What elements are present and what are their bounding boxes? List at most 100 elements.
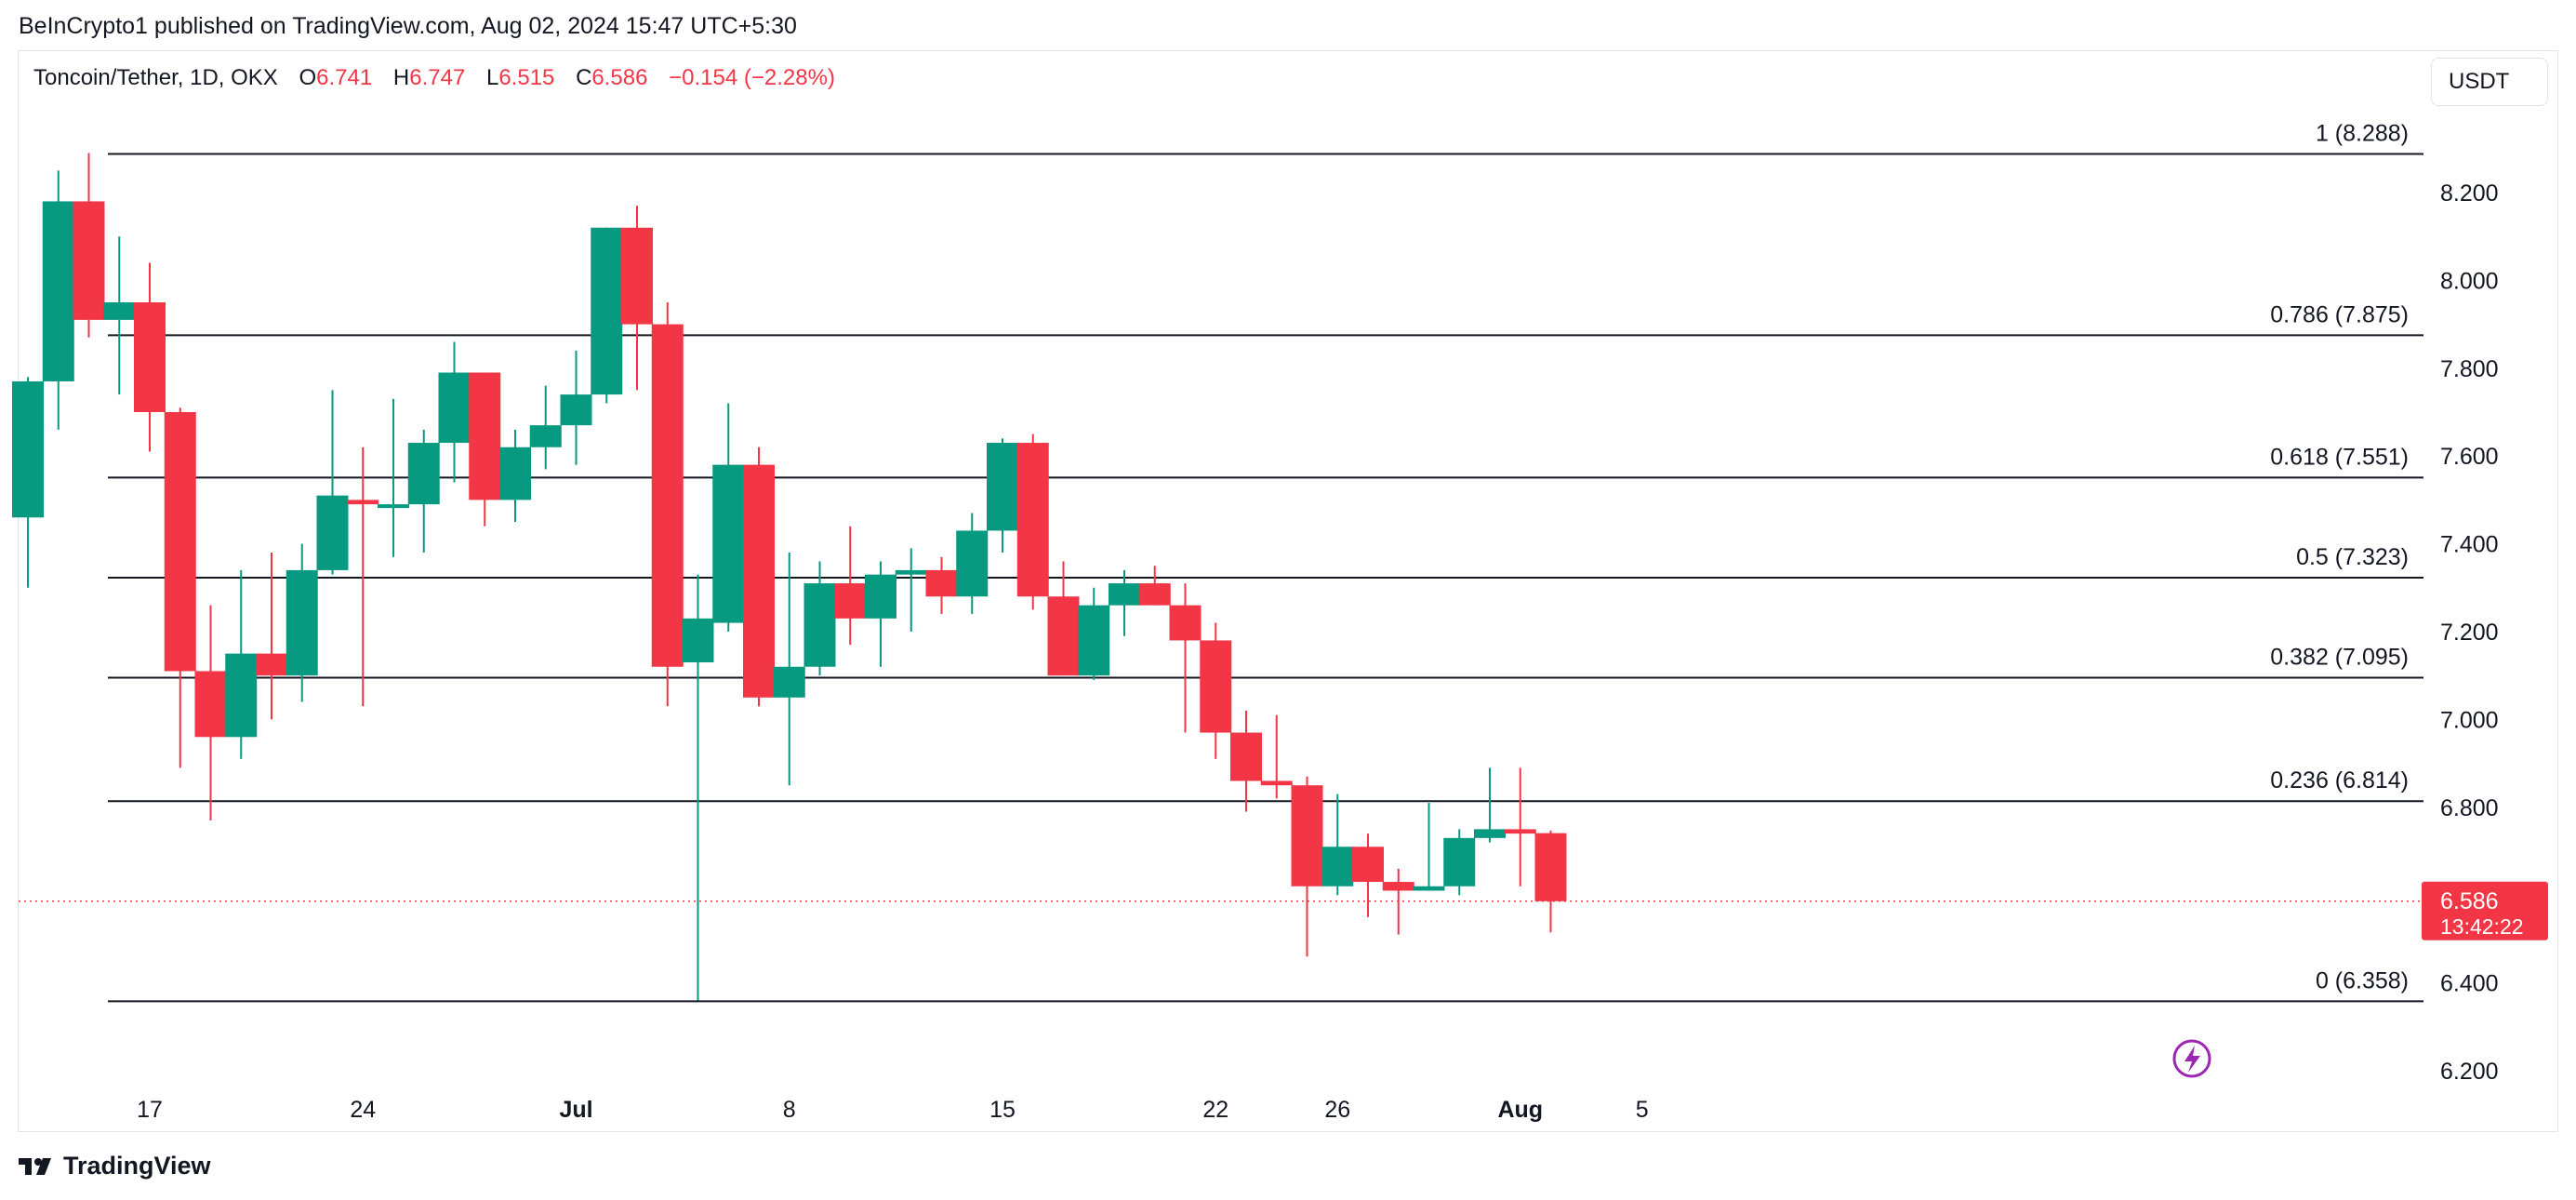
- y-tick-label: 6.400: [2440, 971, 2499, 997]
- fib-label-0: 0 (6.358): [2316, 967, 2409, 993]
- x-tick-label: Jul: [559, 1097, 592, 1123]
- candle-body[interactable]: [712, 464, 745, 623]
- candle-body[interactable]: [773, 666, 805, 698]
- x-tick-label: 15: [989, 1097, 1016, 1123]
- candle-body[interactable]: [103, 302, 136, 320]
- candle-body[interactable]: [560, 394, 592, 426]
- candle-body[interactable]: [682, 618, 714, 663]
- countdown-label: 13:42:22: [2440, 914, 2524, 939]
- candle-body[interactable]: [1413, 886, 1445, 891]
- y-tick-label: 8.200: [2440, 180, 2499, 207]
- y-tick-label: 7.000: [2440, 707, 2499, 733]
- x-tick-label: 17: [137, 1097, 163, 1123]
- candle-body[interactable]: [803, 583, 836, 667]
- candle-body[interactable]: [438, 372, 471, 444]
- fib-label-0.236: 0.236 (6.814): [2270, 767, 2409, 793]
- attribution-text: BeInCrypto1 published on TradingView.com…: [19, 13, 797, 39]
- candle-body[interactable]: [1109, 583, 1140, 606]
- footer-brand-label: TradingView: [63, 1152, 211, 1180]
- candle-body[interactable]: [529, 425, 562, 447]
- candle-body[interactable]: [285, 569, 318, 676]
- candle-body[interactable]: [225, 653, 258, 738]
- y-tick-label: 6.200: [2440, 1059, 2499, 1085]
- candle-body[interactable]: [865, 574, 896, 619]
- y-tick-label: 7.600: [2440, 444, 2499, 470]
- ohlc-legend: Toncoin/Tether, 1D, OKX O6.741 H6.747 L6…: [33, 65, 850, 91]
- candle-body[interactable]: [378, 504, 409, 509]
- lightning-bolt-icon: [2184, 1046, 2200, 1073]
- candle-body[interactable]: [1291, 785, 1323, 887]
- candle-body[interactable]: [834, 583, 867, 619]
- y-tick-label: 7.400: [2440, 532, 2499, 558]
- candle-body[interactable]: [956, 530, 989, 597]
- candle-body[interactable]: [1200, 640, 1232, 733]
- candle-body[interactable]: [347, 500, 379, 505]
- change-value: −0.154 (−2.28%): [669, 65, 835, 90]
- low-label: L: [485, 65, 499, 90]
- candle-body[interactable]: [164, 412, 196, 672]
- open-value: 6.741: [316, 65, 373, 90]
- candle-body[interactable]: [925, 569, 958, 597]
- candle-body[interactable]: [316, 495, 349, 570]
- x-tick-label: 22: [1202, 1097, 1228, 1123]
- x-tick-label: 24: [350, 1097, 376, 1123]
- fib-label-0.5: 0.5 (7.323): [2296, 544, 2409, 570]
- candle-body[interactable]: [1169, 605, 1202, 641]
- candle-body[interactable]: [1016, 443, 1049, 597]
- y-tick-label: 8.000: [2440, 268, 2499, 294]
- y-tick-label: 7.800: [2440, 356, 2499, 382]
- candle-body[interactable]: [73, 201, 105, 320]
- candle-body[interactable]: [194, 671, 227, 738]
- x-tick-label: 5: [1636, 1097, 1649, 1123]
- y-tick-label: 6.800: [2440, 795, 2499, 821]
- close-label: C: [576, 65, 592, 90]
- x-tick-label: Aug: [1497, 1097, 1543, 1123]
- lightning-event-icon[interactable]: [2172, 1039, 2211, 1078]
- candle-body[interactable]: [1260, 780, 1293, 786]
- candle-body[interactable]: [469, 372, 501, 500]
- candle-body[interactable]: [895, 569, 927, 575]
- candle-body[interactable]: [1230, 732, 1262, 781]
- x-tick-label: 26: [1324, 1097, 1350, 1123]
- high-label: H: [392, 65, 410, 90]
- candle-body[interactable]: [1138, 583, 1171, 606]
- candle-body[interactable]: [1047, 596, 1080, 676]
- candle-body[interactable]: [1382, 882, 1414, 891]
- candle-body[interactable]: [1443, 837, 1476, 887]
- candle-body[interactable]: [256, 653, 287, 676]
- candle-body[interactable]: [987, 443, 1018, 531]
- candle-body[interactable]: [591, 227, 623, 395]
- tradingview-logo-icon: [19, 1157, 51, 1175]
- currency-selector[interactable]: USDT: [2431, 58, 2548, 106]
- fib-label-0.382: 0.382 (7.095): [2270, 645, 2409, 671]
- last-price-badge: [2422, 881, 2548, 940]
- candle-body[interactable]: [1534, 833, 1567, 901]
- candle-body[interactable]: [499, 447, 531, 500]
- candle-body[interactable]: [651, 324, 684, 667]
- fib-label-0.618: 0.618 (7.551): [2270, 444, 2409, 470]
- candle-body[interactable]: [1078, 605, 1110, 676]
- open-label: O: [299, 65, 317, 90]
- y-tick-label: 7.200: [2440, 620, 2499, 646]
- close-value: 6.586: [591, 65, 648, 90]
- candle-body[interactable]: [1504, 829, 1536, 834]
- candle-body[interactable]: [134, 302, 166, 412]
- fib-label-0.786: 0.786 (7.875): [2270, 301, 2409, 327]
- candle-body[interactable]: [1352, 847, 1384, 883]
- fib-label-1: 1 (8.288): [2316, 120, 2409, 146]
- x-tick-label: 8: [783, 1097, 796, 1123]
- candle-body[interactable]: [621, 227, 653, 325]
- candle-body[interactable]: [1474, 829, 1506, 838]
- candle-body[interactable]: [42, 201, 74, 381]
- last-price-label: 6.586: [2440, 888, 2499, 914]
- footer-brand[interactable]: TradingView: [19, 1152, 211, 1180]
- candle-body[interactable]: [12, 380, 44, 518]
- candle-body[interactable]: [743, 464, 775, 698]
- candle-body[interactable]: [407, 443, 440, 505]
- low-value: 6.515: [498, 65, 555, 90]
- high-value: 6.747: [409, 65, 466, 90]
- symbol-label: Toncoin/Tether, 1D, OKX: [33, 65, 278, 90]
- chart-frame: [18, 50, 2558, 1132]
- candle-body[interactable]: [1321, 847, 1354, 887]
